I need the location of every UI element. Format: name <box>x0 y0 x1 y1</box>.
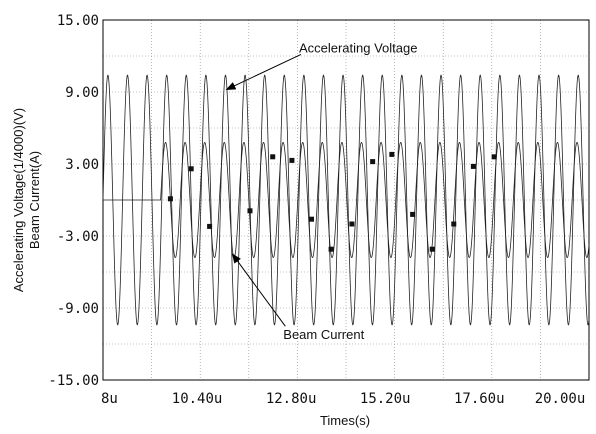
data-point-marker <box>491 154 497 160</box>
data-point-marker <box>247 208 253 214</box>
data-point-marker <box>451 221 457 227</box>
y-tick-label: 15.00 <box>57 13 99 29</box>
y-axis-label-line: Accelerating Voltage(1/4000)(V) <box>11 108 26 292</box>
y-tick-label: -15.00 <box>48 373 99 389</box>
data-point-marker <box>188 166 194 172</box>
x-tick-labels: 8u 10.40u 12.80u 15.20u 17.60u 20.00u <box>101 391 585 407</box>
x-tick-label: 8u <box>101 391 118 407</box>
series-line-accelerating_voltage <box>102 74 590 326</box>
annotation-arrow <box>231 253 286 327</box>
data-point-marker <box>309 216 315 222</box>
data-point-marker <box>429 246 435 252</box>
data-point-marker <box>470 163 476 169</box>
annotation-layer: Accelerating Voltage Beam Current <box>225 40 418 342</box>
series-line-beam_current <box>103 141 590 259</box>
x-tick-label: 10.40u <box>172 391 223 407</box>
data-point-marker <box>389 151 395 157</box>
y-tick-labels: 15.00 9.00 3.00 -3.00 -9.00 -15.00 <box>48 13 99 389</box>
marker-layer <box>167 151 497 252</box>
series-layer <box>102 74 590 326</box>
x-axis-label: Times(s) <box>320 413 370 428</box>
annotation-arrow <box>225 53 302 91</box>
data-point-marker <box>167 196 173 202</box>
y-tick-label: 9.00 <box>65 85 99 101</box>
x-tick-label: 20.00u <box>535 391 586 407</box>
data-point-marker <box>270 154 276 160</box>
data-point-marker <box>349 221 355 227</box>
y-tick-label: -3.00 <box>57 229 99 245</box>
gridlines <box>103 20 589 380</box>
y-tick-label: 3.00 <box>65 157 99 173</box>
y-axis-label: Accelerating Voltage(1/4000)(V) Beam Curr… <box>11 108 42 292</box>
y-axis-label-line: Beam Current(A) <box>27 151 42 249</box>
data-point-marker <box>328 246 334 252</box>
annotation-label: Beam Current <box>283 327 364 342</box>
x-tick-label: 12.80u <box>266 391 317 407</box>
y-tick-label: -9.00 <box>57 301 99 317</box>
x-tick-label: 15.20u <box>360 391 411 407</box>
data-point-marker <box>207 223 213 229</box>
data-point-marker <box>289 157 295 163</box>
x-tick-label: 17.60u <box>454 391 505 407</box>
data-point-marker <box>410 211 416 217</box>
data-point-marker <box>370 159 376 165</box>
annotation-label: Accelerating Voltage <box>299 40 418 55</box>
